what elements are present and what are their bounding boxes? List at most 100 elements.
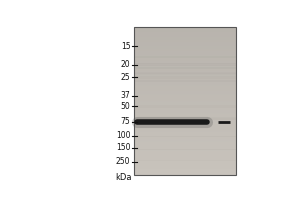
Bar: [134, 108, 236, 110]
Bar: [134, 63, 236, 65]
Bar: [134, 129, 236, 131]
Bar: [134, 74, 236, 76]
Bar: [134, 157, 236, 159]
Bar: [134, 135, 236, 136]
Bar: [134, 145, 236, 147]
Bar: [134, 60, 236, 61]
Bar: [134, 165, 236, 166]
Text: 37: 37: [121, 91, 130, 100]
Bar: [134, 104, 236, 105]
Text: 75: 75: [121, 117, 130, 126]
Bar: [134, 36, 236, 37]
Text: 150: 150: [116, 143, 130, 152]
Bar: [134, 32, 236, 33]
Bar: [134, 63, 236, 64]
Bar: [134, 132, 236, 134]
Bar: [134, 160, 236, 162]
Bar: [134, 111, 236, 113]
Bar: [134, 163, 236, 165]
Bar: [134, 120, 236, 122]
Bar: [134, 147, 236, 148]
Bar: [134, 71, 236, 73]
Bar: [134, 88, 236, 89]
Bar: [134, 159, 236, 160]
Bar: [134, 63, 236, 64]
Bar: [134, 72, 236, 74]
Bar: [134, 105, 236, 108]
Bar: [134, 68, 236, 70]
Bar: [134, 55, 236, 57]
Bar: [134, 94, 236, 95]
Bar: [134, 73, 236, 75]
Bar: [134, 126, 236, 128]
Text: 100: 100: [116, 131, 130, 140]
Bar: [134, 118, 236, 120]
Bar: [134, 42, 236, 43]
Bar: [134, 76, 236, 77]
Bar: [134, 27, 236, 175]
Bar: [134, 134, 236, 135]
Bar: [134, 110, 236, 111]
Bar: [134, 85, 236, 86]
Bar: [134, 168, 236, 169]
Bar: [134, 105, 236, 107]
Bar: [134, 61, 236, 63]
Bar: [134, 80, 236, 82]
Bar: [134, 37, 236, 39]
Bar: [134, 100, 236, 101]
Bar: [134, 116, 236, 117]
Bar: [134, 76, 236, 79]
Bar: [134, 117, 236, 119]
Bar: [134, 48, 236, 49]
Bar: [134, 148, 236, 150]
Bar: [134, 67, 236, 68]
Bar: [134, 34, 236, 36]
Bar: [134, 113, 236, 114]
Bar: [134, 80, 236, 82]
Bar: [134, 89, 236, 91]
Bar: [134, 170, 236, 172]
Bar: [134, 33, 236, 34]
Text: kDa: kDa: [115, 173, 132, 182]
Bar: [134, 98, 236, 100]
Bar: [134, 51, 236, 52]
Bar: [134, 79, 236, 80]
Bar: [134, 45, 236, 46]
Text: 15: 15: [121, 42, 130, 51]
Bar: [134, 153, 236, 154]
Bar: [134, 97, 236, 98]
Bar: [134, 139, 236, 141]
Bar: [134, 77, 236, 79]
Bar: [134, 58, 236, 60]
Bar: [134, 91, 236, 92]
Bar: [134, 149, 236, 150]
Bar: [134, 40, 236, 42]
Bar: [134, 160, 236, 161]
Bar: [134, 162, 236, 163]
Bar: [134, 95, 236, 97]
Bar: [134, 136, 236, 137]
Bar: [134, 57, 236, 58]
Bar: [134, 114, 236, 116]
Bar: [134, 73, 236, 74]
Bar: [134, 119, 236, 120]
Bar: [134, 102, 236, 104]
Bar: [134, 128, 236, 129]
Bar: [134, 125, 236, 126]
Bar: [134, 92, 236, 94]
Bar: [134, 142, 236, 144]
Bar: [134, 54, 236, 55]
Bar: [134, 56, 236, 58]
Bar: [134, 150, 236, 151]
Bar: [134, 173, 236, 175]
Bar: [134, 27, 236, 29]
Bar: [134, 86, 236, 88]
Bar: [134, 67, 236, 69]
Bar: [134, 138, 236, 139]
Bar: [134, 43, 236, 45]
Bar: [134, 117, 236, 118]
Bar: [134, 46, 236, 48]
Bar: [134, 154, 236, 156]
Bar: [134, 131, 236, 132]
Bar: [134, 123, 236, 125]
